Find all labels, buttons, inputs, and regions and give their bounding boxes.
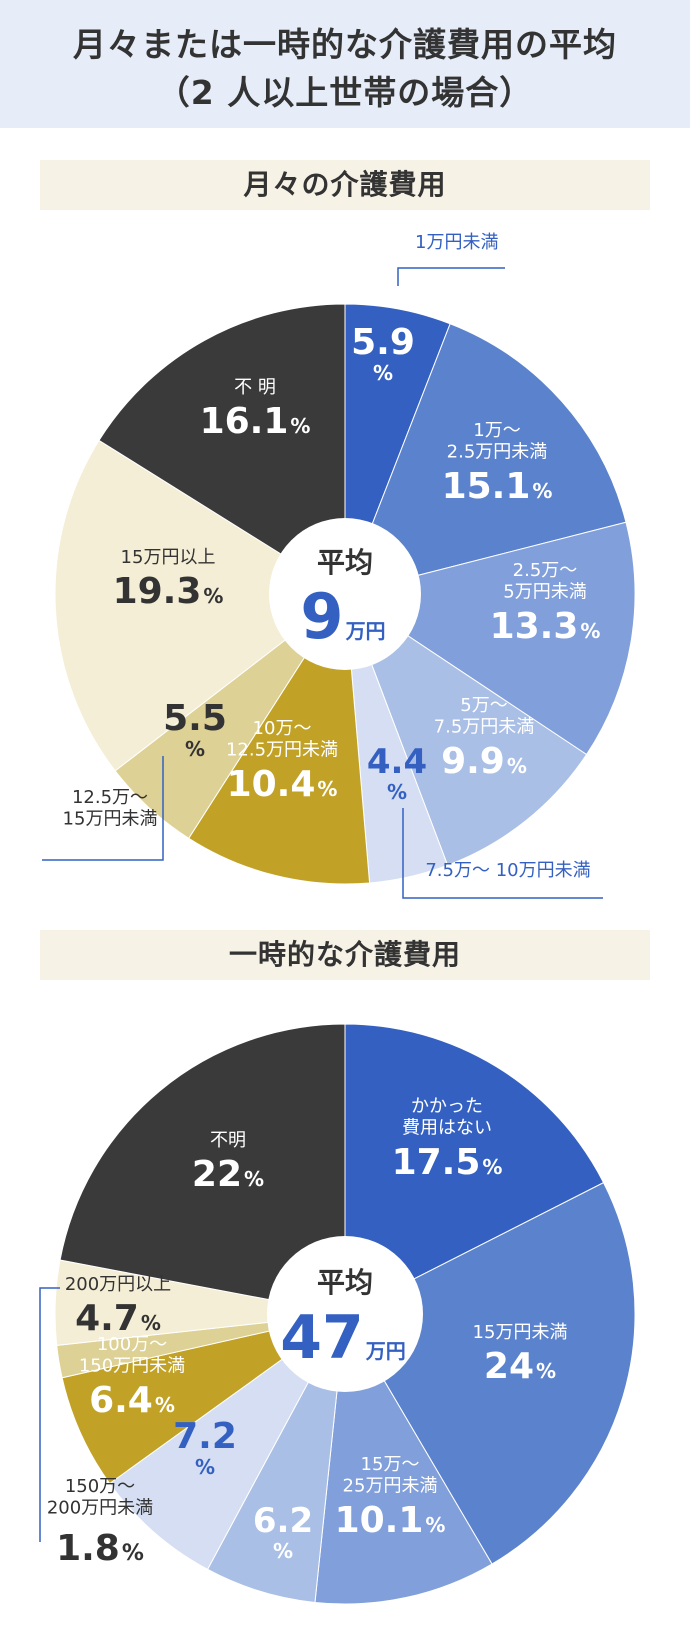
slice-value-7: 1.8% — [56, 1528, 144, 1569]
slice-value-8: 19.3% — [113, 571, 224, 612]
header-title-line2: （2 人以上世帯の場合） — [156, 73, 534, 112]
slice-value-2: 15.1% — [442, 466, 553, 507]
center-label: 平均 — [317, 546, 373, 579]
monthly-section-title: 月々の介護費用 — [40, 160, 650, 210]
slice-label-7: 12.5万～ 15万円未満 — [63, 787, 158, 830]
slice-value-5: 4.4% — [367, 742, 427, 804]
slice-value-8: 4.7% — [75, 1298, 161, 1339]
slice-value-3: 13.3% — [490, 606, 601, 647]
pie-slice-2 — [344, 323, 627, 595]
pie-slice-2 — [344, 1181, 636, 1565]
slice-label-9: 不明 — [210, 1130, 246, 1151]
slice-value-9: 22% — [192, 1154, 264, 1195]
center-value: 9 万円 — [300, 580, 385, 653]
leader-line-7 — [42, 756, 164, 861]
slice-label-6: 100万～ 150万円未満 — [79, 1334, 185, 1377]
slice-value-7: 5.5% — [163, 698, 227, 761]
center-value: 47 万円 — [280, 1303, 406, 1373]
slice-label-6: 10万～ 12.5万円未満 — [226, 718, 338, 761]
slice-value-6: 6.4% — [89, 1380, 175, 1421]
slice-label-8: 200万円以上 — [65, 1274, 171, 1295]
pie-slice-4 — [343, 592, 588, 866]
slice-value-4: 6.2% — [253, 1501, 313, 1563]
slice-value-5: 7.2% — [173, 1416, 237, 1479]
slice-value-4: 9.9% — [441, 741, 527, 782]
leader-line-7 — [39, 1287, 60, 1542]
pie-slice-8 — [54, 439, 346, 772]
header-title-line1: 月々または一時的な介護費用の平均 — [73, 25, 617, 64]
pie-slice-6 — [61, 1313, 346, 1485]
center-hole — [269, 518, 421, 670]
slice-label-7: 150万～ 200万円未満 — [47, 1476, 153, 1519]
pie-slice-1 — [344, 1023, 605, 1315]
slice-label-3: 15万～ 25万円未満 — [343, 1454, 438, 1497]
slice-label-2: 15万円未満 — [473, 1322, 568, 1343]
slice-label-1: かかった費用はない — [402, 1096, 492, 1139]
slice-label-9: 不 明 — [234, 377, 276, 398]
slice-label-5: 7.5万～ 10万円未満 — [425, 860, 590, 881]
slice-label-2: 1万～ 2.5万円未満 — [447, 420, 548, 463]
onetime-section-title: 一時的な介護費用 — [40, 930, 650, 980]
slice-value-2: 24% — [484, 1346, 556, 1387]
pie-slice-9 — [59, 1023, 346, 1315]
header: 月々または一時的な介護費用の平均 （2 人以上世帯の場合） — [0, 0, 690, 128]
pie-slice-5 — [108, 1313, 346, 1571]
slice-value-6: 10.4% — [227, 764, 338, 805]
slice-value-3: 10.1% — [335, 1500, 446, 1541]
slice-label-1: 1万円未満 — [415, 232, 498, 253]
leader-line-1 — [397, 267, 505, 286]
slice-value-1: 17.5% — [392, 1142, 503, 1183]
slice-value-1: 5.9% — [351, 322, 415, 385]
slice-label-8: 15万円以上 — [121, 547, 216, 568]
leader-line-5 — [402, 808, 603, 899]
slice-value-9: 16.1% — [200, 401, 311, 442]
center-label: 平均 — [317, 1266, 373, 1299]
center-hole — [267, 1236, 423, 1392]
slice-label-4: 5万～ 7.5万円未満 — [434, 695, 535, 738]
slice-label-3: 2.5万～ 5万円未満 — [503, 560, 586, 603]
pie-slice-9 — [98, 303, 346, 595]
